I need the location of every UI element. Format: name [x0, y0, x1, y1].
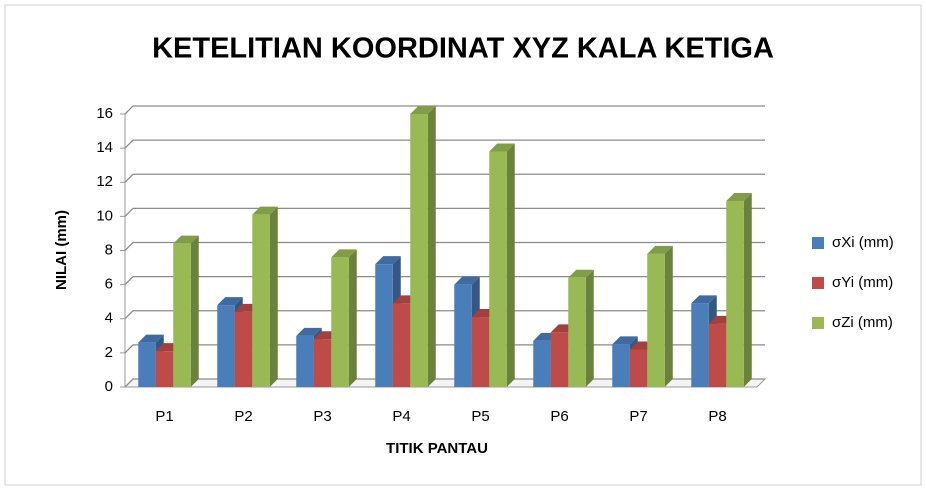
- bar: [647, 253, 665, 387]
- bar-top: [410, 106, 436, 114]
- legend-swatch: [812, 277, 824, 289]
- y-tick-label: 16: [96, 105, 113, 122]
- grid-line: [124, 139, 765, 149]
- y-tick-label: 14: [96, 139, 113, 156]
- bar-side: [585, 269, 594, 387]
- bar-side: [190, 235, 199, 387]
- bar-top: [647, 245, 673, 254]
- bar: [726, 201, 744, 387]
- bar-top: [296, 327, 322, 336]
- grid-line: [124, 310, 765, 320]
- bar: [489, 151, 507, 387]
- bar: [296, 335, 314, 387]
- grid-line: [124, 275, 765, 286]
- bar-side: [427, 106, 436, 387]
- bar: [173, 243, 191, 387]
- bar-top: [489, 143, 515, 152]
- bar-top: [612, 336, 638, 345]
- x-tick-label: P6: [550, 408, 568, 425]
- grid-line: [124, 173, 765, 183]
- bar-side: [506, 143, 515, 387]
- bar: [375, 264, 393, 387]
- bar-top: [726, 193, 752, 202]
- legend-label: σYi (mm): [832, 274, 893, 291]
- bar: [252, 214, 270, 387]
- bar: [410, 114, 428, 387]
- x-tick-label: P7: [629, 408, 647, 425]
- bar: [629, 349, 648, 387]
- y-tick-label: 4: [105, 310, 113, 327]
- bar-top: [375, 256, 401, 265]
- bar: [234, 311, 253, 387]
- chart-frame: [4, 4, 922, 486]
- x-tick-label: P3: [313, 408, 331, 425]
- x-tick-label: P5: [471, 408, 489, 425]
- bar-top: [252, 206, 278, 215]
- y-tick-label: 12: [96, 173, 113, 190]
- y-tick-label: 6: [105, 276, 113, 293]
- grid-line: [124, 105, 765, 115]
- bar: [568, 277, 586, 387]
- bar: [708, 323, 727, 387]
- grid-line: [124, 241, 765, 251]
- bar: [550, 332, 569, 387]
- bar-top: [454, 276, 480, 285]
- bar: [138, 342, 156, 387]
- bar-top: [691, 295, 717, 304]
- chart-title: KETELITIAN KOORDINAT XYZ KALA KETIGA: [152, 33, 774, 65]
- bar-top: [568, 269, 594, 278]
- legend-swatch: [812, 317, 824, 329]
- x-tick-label: P2: [234, 408, 252, 425]
- y-tick-label: 2: [105, 344, 113, 361]
- bar: [155, 351, 174, 387]
- legend-label: σZi (mm): [832, 314, 893, 331]
- y-tick-label: 0: [105, 378, 113, 395]
- x-axis-title: TITIK PANTAU: [386, 440, 488, 457]
- bar: [612, 344, 630, 387]
- bar: [217, 305, 235, 387]
- bar-top: [331, 249, 357, 258]
- x-tick-label: P1: [155, 408, 173, 425]
- bar: [533, 340, 551, 387]
- bar-top: [173, 235, 199, 244]
- bar: [313, 339, 332, 387]
- bar-side: [743, 193, 752, 387]
- y-tick-label: 8: [105, 241, 113, 258]
- bar-top: [217, 297, 243, 306]
- bar: [454, 284, 472, 387]
- bar-top: [138, 334, 164, 343]
- bar: [392, 303, 411, 387]
- bar-side: [269, 206, 278, 387]
- bar-side: [348, 249, 357, 387]
- x-tick-label: P4: [392, 408, 410, 425]
- y-axis-title: NILAI (mm): [53, 210, 70, 290]
- x-tick-label: P8: [708, 408, 726, 425]
- bar: [691, 303, 709, 387]
- y-tick-label: 10: [96, 207, 113, 224]
- bar: [331, 257, 349, 387]
- bar: [471, 317, 490, 387]
- bar-side: [664, 245, 673, 387]
- grid-line: [124, 207, 765, 217]
- legend-label: σXi (mm): [832, 234, 894, 251]
- legend-swatch: [812, 237, 824, 249]
